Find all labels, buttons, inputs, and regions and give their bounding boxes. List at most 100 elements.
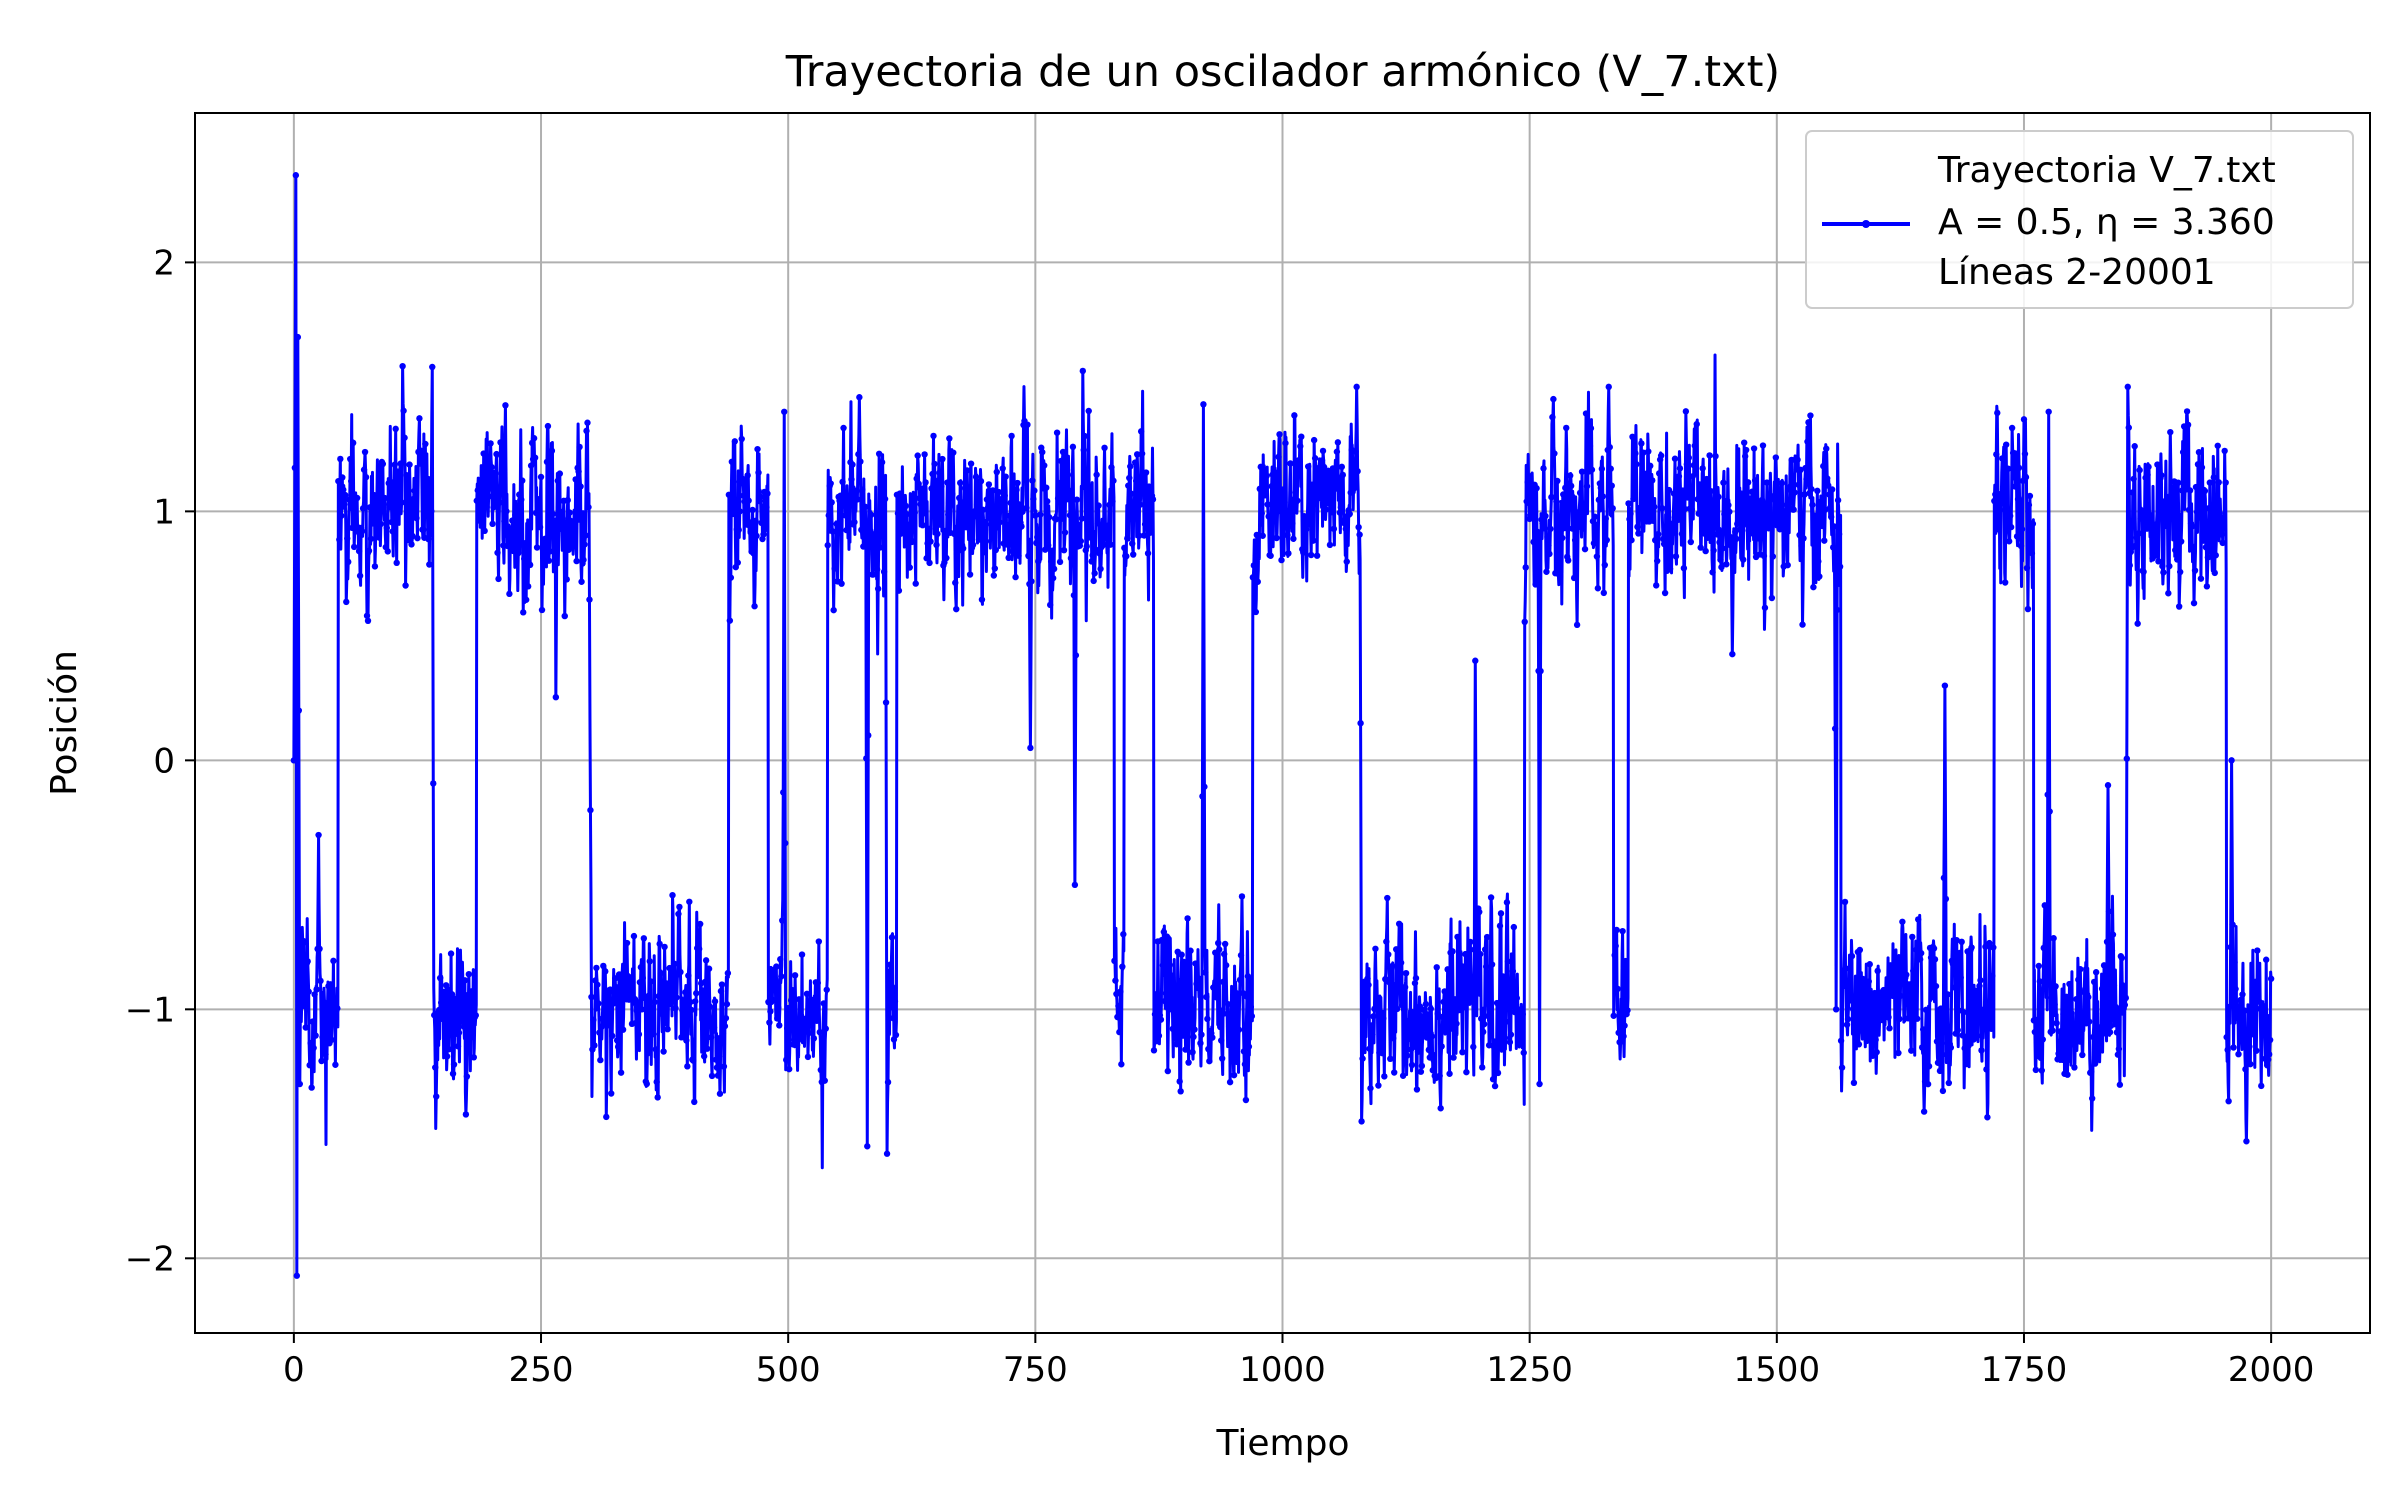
- data-point: [716, 1090, 724, 1097]
- data-point: [1301, 513, 1308, 520]
- data-point: [527, 462, 535, 469]
- data-point: [2190, 599, 2198, 607]
- data-point: [483, 503, 490, 511]
- data-point: [1369, 1031, 1376, 1038]
- data-point: [469, 1020, 477, 1027]
- data-point: [714, 1072, 722, 1079]
- data-point: [1853, 1009, 1861, 1016]
- data-point: [1516, 1037, 1523, 1044]
- data-point: [1437, 1105, 1444, 1112]
- data-point: [2258, 1082, 2265, 1090]
- data-point: [836, 497, 843, 504]
- data-point: [1855, 1041, 1863, 1048]
- data-point: [2261, 1003, 2268, 1010]
- data-point: [1572, 513, 1580, 520]
- data-point: [1428, 1033, 1435, 1040]
- data-point: [2067, 1042, 2074, 1049]
- data-point: [510, 547, 517, 555]
- data-point: [1653, 557, 1661, 565]
- data-point: [1827, 504, 1834, 511]
- data-point: [810, 1035, 818, 1042]
- data-point: [583, 427, 590, 435]
- data-point: [1628, 536, 1635, 544]
- data-point: [1151, 1011, 1159, 1018]
- data-point: [913, 475, 920, 482]
- data-point: [1565, 557, 1572, 564]
- data-point: [677, 968, 684, 976]
- data-point: [1873, 1048, 1880, 1056]
- data-point: [358, 527, 366, 535]
- data-point: [297, 974, 304, 981]
- data-point: [1224, 1000, 1232, 1008]
- data-point: [1713, 513, 1720, 520]
- data-point: [519, 477, 526, 484]
- data-point: [952, 579, 959, 586]
- data-point: [1329, 465, 1337, 472]
- data-point: [1562, 484, 1569, 492]
- data-point: [1093, 471, 1100, 478]
- data-point: [334, 1005, 341, 1012]
- data-point: [2035, 962, 2043, 970]
- data-point: [291, 464, 299, 471]
- data-point: [816, 1029, 824, 1036]
- data-point: [557, 508, 564, 516]
- data-point: [1742, 446, 1750, 454]
- data-point: [491, 490, 498, 497]
- data-point: [1139, 474, 1147, 482]
- data-point: [2125, 424, 2132, 431]
- data-point: [1622, 957, 1629, 965]
- data-point: [1924, 1080, 1932, 1088]
- data-point: [1300, 549, 1307, 556]
- data-point: [1391, 1069, 1398, 1076]
- data-point: [2214, 442, 2221, 449]
- data-point: [713, 1064, 721, 1071]
- data-point: [1181, 978, 1188, 985]
- data-point: [1972, 1013, 1979, 1021]
- data-point: [321, 999, 328, 1006]
- data-point: [1401, 984, 1409, 991]
- data-point: [548, 447, 556, 455]
- data-point: [355, 547, 363, 555]
- data-point: [1424, 1028, 1432, 1036]
- data-point: [1726, 508, 1733, 515]
- data-point: [1243, 993, 1251, 1000]
- data-point: [1919, 1026, 1927, 1033]
- data-point: [365, 547, 373, 555]
- data-point: [1894, 981, 1901, 989]
- data-point: [1900, 965, 1907, 972]
- data-point: [999, 465, 1006, 472]
- data-point: [315, 831, 322, 839]
- data-point: [1347, 489, 1354, 496]
- data-point: [2163, 512, 2170, 519]
- data-point: [460, 1023, 468, 1030]
- data-point: [1715, 493, 1722, 501]
- data-point: [1013, 486, 1020, 494]
- data-point: [1142, 469, 1150, 476]
- data-point: [854, 496, 861, 503]
- data-point: [1911, 1002, 1918, 1010]
- data-point: [361, 448, 369, 456]
- data-point: [1070, 592, 1078, 599]
- data-point: [2050, 935, 2057, 942]
- data-point: [1738, 497, 1745, 504]
- data-point: [1960, 1009, 1967, 1016]
- data-point: [1041, 462, 1048, 469]
- data-point: [305, 988, 312, 995]
- data-point: [1679, 487, 1687, 494]
- data-point: [2017, 542, 2025, 550]
- data-point: [673, 994, 680, 1001]
- data-point: [1800, 535, 1807, 542]
- data-point: [400, 407, 407, 414]
- data-point: [2064, 1071, 2071, 1078]
- data-point: [453, 998, 461, 1005]
- data-point: [1945, 1079, 1953, 1087]
- data-point: [609, 1000, 617, 1007]
- data-point: [1771, 496, 1779, 504]
- data-point: [646, 958, 653, 965]
- data-point: [1461, 985, 1468, 992]
- data-point: [433, 1093, 440, 1100]
- data-point: [412, 502, 419, 509]
- data-point: [399, 362, 406, 370]
- data-point: [842, 512, 849, 519]
- data-point: [1241, 1061, 1249, 1068]
